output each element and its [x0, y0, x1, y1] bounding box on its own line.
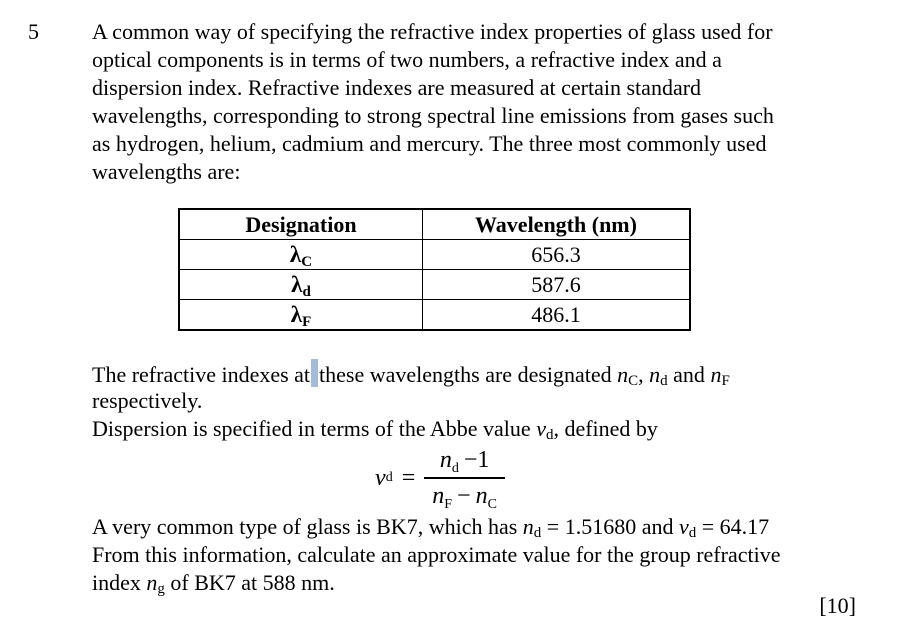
designation-cell: λF [178, 299, 423, 331]
variable-n: n [522, 514, 534, 539]
variable-n: n [146, 570, 158, 595]
intro-line: optical components is in terms of two nu… [92, 47, 722, 72]
lambda-subscript: F [302, 313, 312, 330]
variable-n: n [649, 362, 661, 387]
intro-line: wavelengths, corresponding to strong spe… [92, 103, 774, 128]
bk7-paragraph: A very common type of glass is BK7, whic… [92, 513, 858, 597]
fraction-denominator: nF − nC [424, 477, 505, 512]
variable-v: v [375, 465, 386, 491]
question-body: A common way of specifying the refractiv… [92, 18, 858, 620]
wavelength-cell: 656.3 [422, 239, 691, 270]
table-header-row: Designation Wavelength (nm) [178, 208, 691, 240]
paragraph-line: respectively. [92, 388, 203, 413]
intro-paragraph: A common way of specifying the refractiv… [92, 18, 858, 186]
column-header-wavelength: Wavelength (nm) [422, 208, 691, 240]
lambda-subscript: C [301, 253, 313, 270]
table-row: λd 587.6 [178, 269, 691, 300]
wavelength-table: Designation Wavelength (nm) λC 656.3 λd … [178, 208, 691, 331]
intro-line: wavelengths are: [92, 159, 241, 184]
table-row: λF 486.1 [178, 299, 691, 331]
lambda-subscript: d [302, 283, 311, 300]
intro-line: A common way of specifying the refractiv… [92, 19, 773, 44]
text-cursor [311, 359, 319, 387]
variable-v: v [678, 514, 689, 539]
paragraph-line: Dispersion is specified in terms of the … [92, 416, 658, 443]
equals-sign: = [401, 465, 416, 491]
marks-badge: [10] [819, 593, 856, 618]
question-number: 5 [28, 19, 39, 44]
intro-line: as hydrogen, helium, cadmium and mercury… [92, 131, 767, 156]
wavelength-cell: 587.6 [422, 269, 691, 300]
intro-line: dispersion index. Refractive indexes are… [92, 75, 702, 100]
variable-n: n [617, 362, 629, 387]
lambda-symbol: λ [291, 271, 303, 297]
variable-n: n [710, 362, 722, 387]
paragraph-line: The refractive indexes at these wavelengt… [92, 359, 858, 389]
lambda-symbol: λ [290, 301, 303, 327]
designation-paragraph: The refractive indexes at these wavelengt… [92, 359, 858, 443]
variable-v: v [536, 416, 546, 441]
lambda-symbol: λ [289, 241, 302, 267]
wavelength-cell: 486.1 [422, 299, 691, 331]
paragraph-line: A very common type of glass is BK7, whic… [92, 514, 770, 541]
designation-cell: λd [178, 269, 423, 300]
column-header-designation: Designation [178, 208, 423, 240]
paragraph-line: index ng of BK7 at 588 nm. [92, 570, 335, 597]
table-row: λC 656.3 [178, 239, 691, 270]
fraction-numerator: nd −1 [439, 447, 490, 476]
designation-cell: λC [178, 239, 423, 270]
paragraph-line: From this information, calculate an appr… [92, 542, 781, 567]
fraction: nd −1 nF − nC [424, 447, 505, 512]
